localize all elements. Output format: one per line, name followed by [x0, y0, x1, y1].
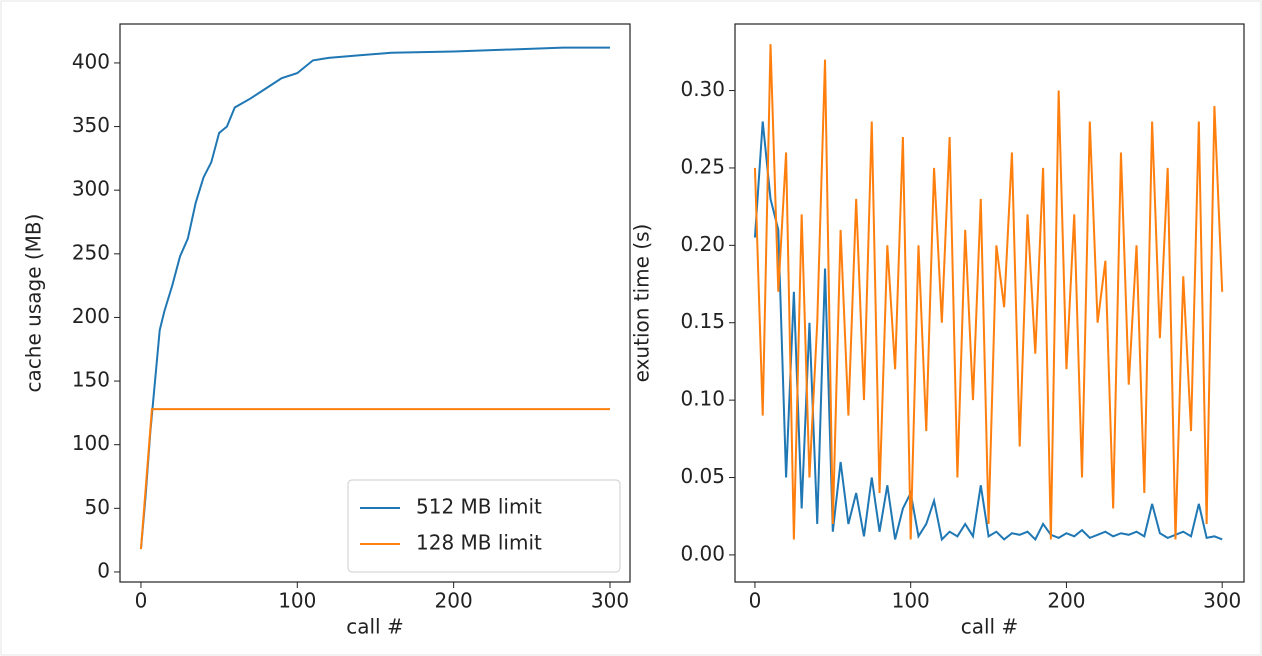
x-tick-label: 200: [435, 589, 473, 613]
y-tick-label: 0.15: [680, 309, 725, 333]
line: [753, 121, 1223, 542]
y-tick-label: 400: [72, 49, 110, 73]
y-tick-label: 0.05: [680, 464, 725, 488]
y-tick-label: 0.10: [680, 387, 725, 411]
x-tick-label: 0: [749, 589, 762, 613]
y-tick-label: 0: [97, 558, 110, 582]
y-tick-label: 0.30: [680, 77, 725, 101]
legend-label: 128 MB limit: [416, 531, 542, 555]
y-tick-label: 100: [72, 431, 110, 455]
line: [139, 408, 610, 550]
x-tick-label: 300: [1203, 589, 1241, 613]
y-tick-label: 150: [72, 368, 110, 392]
axes-frame: [119, 23, 631, 583]
y-tick-label: 50: [85, 495, 110, 519]
y-tick-label: 350: [72, 113, 110, 137]
y-axis-label: exution time (s): [630, 224, 654, 383]
y-tick-label: 0.00: [680, 541, 725, 565]
line: [139, 46, 610, 550]
x-tick-label: 200: [1047, 589, 1085, 613]
x-tick-label: 100: [892, 589, 930, 613]
x-tick-label: 0: [135, 589, 148, 613]
x-axis-label: call #: [961, 615, 1018, 639]
y-tick-label: 300: [72, 177, 110, 201]
legend-box: [347, 479, 621, 573]
x-axis-label: call #: [346, 615, 403, 639]
axes-frame: [734, 23, 1245, 583]
y-axis-label: cache usage (MB): [22, 214, 46, 393]
y-tick-label: 250: [72, 240, 110, 264]
x-tick-label: 100: [278, 589, 316, 613]
y-tick-label: 0.20: [680, 232, 725, 256]
legend-label: 512 MB limit: [416, 495, 542, 519]
y-tick-label: 0.25: [680, 154, 725, 178]
y-tick-label: 200: [72, 304, 110, 328]
x-tick-label: 300: [591, 589, 629, 613]
line: [753, 44, 1224, 540]
